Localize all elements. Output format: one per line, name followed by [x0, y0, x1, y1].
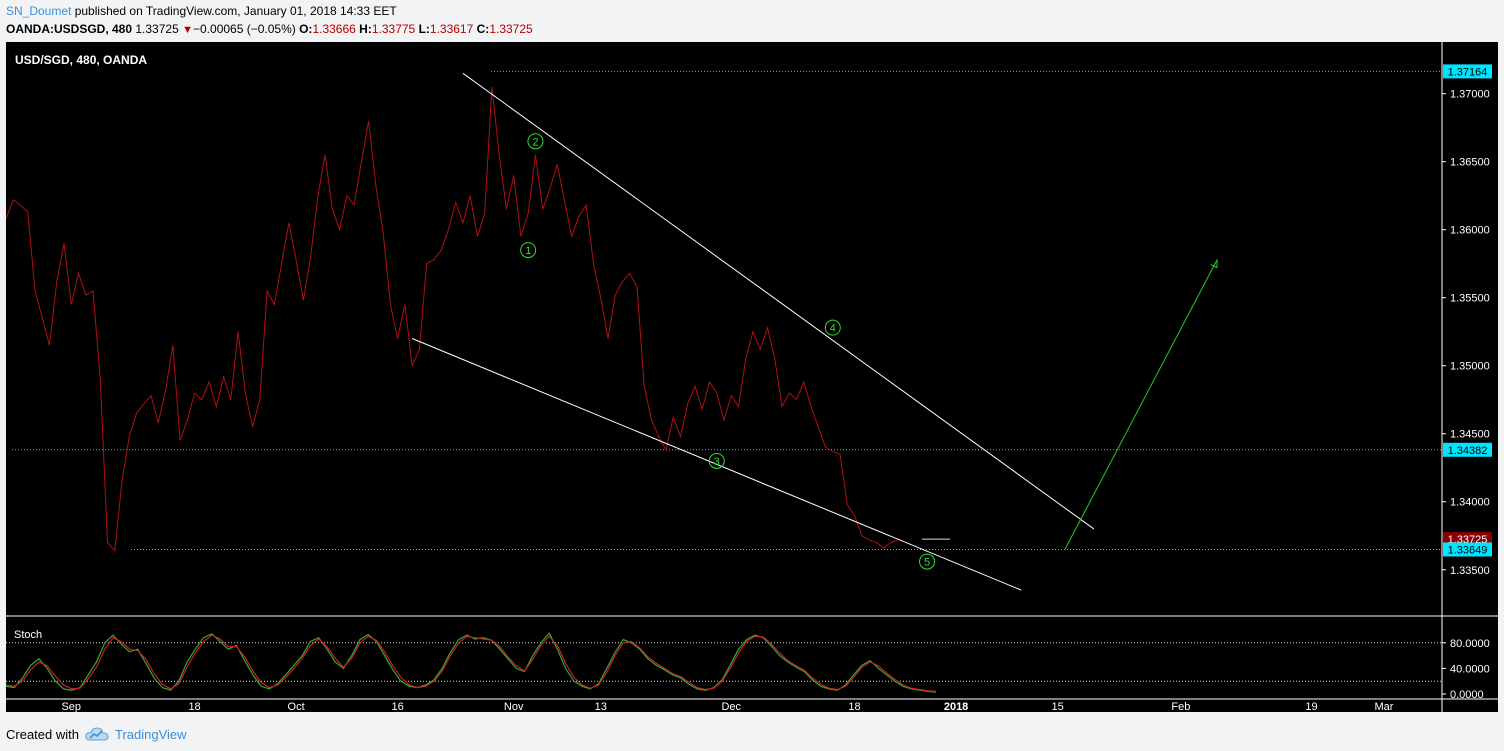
price-tick-label: 1.36000	[1450, 225, 1490, 237]
time-tick-label: 19	[1305, 701, 1317, 712]
tradingview-brand-text: TradingView	[114, 726, 187, 742]
wave-label-number: 1	[525, 245, 531, 257]
close-value: 1.33725	[489, 22, 533, 36]
stoch-d-line	[6, 634, 937, 692]
price-tag-label: 1.37164	[1448, 66, 1488, 78]
close-label: C:	[476, 22, 490, 36]
wave-label-number: 3	[714, 456, 720, 468]
open-label: O:	[299, 22, 313, 36]
time-tick-label: Nov	[504, 701, 524, 712]
stoch-tick-label: 40.0000	[1450, 663, 1490, 675]
time-tick-label: 16	[392, 701, 404, 712]
symbol-info-line: OANDA:USDSGD, 480 1.33725 ▼−0.00065 (−0.…	[6, 22, 533, 38]
time-axis[interactable]: Sep 18 Oct 16 Nov 13 Dec 18 2018 15 Feb 19 Mar	[61, 701, 1393, 712]
level-price-tag	[1443, 442, 1492, 457]
high-label: H:	[359, 22, 372, 36]
wave-label-number: 5	[924, 557, 930, 569]
publication-line: SN_Doumet published on TradingView.com, …	[6, 4, 397, 20]
open-value: 1.33666	[312, 22, 356, 36]
price-tag-label: 1.34382	[1448, 445, 1488, 457]
chart-container[interactable]: 1.37000 1.36500 1.36000 1.35500 1.35000 1.345…	[6, 42, 1498, 712]
time-tick-label: 2018	[944, 701, 968, 712]
wave-label-circle	[520, 242, 537, 259]
stoch-pane[interactable]: 80.0000 40.0000 0.0000	[6, 632, 1490, 701]
footer: Created with TradingView	[6, 725, 187, 743]
price-pane[interactable]: 1.37000 1.36500 1.36000 1.35500 1.35000 1.345…	[6, 42, 1498, 712]
price-tick-label: 1.34000	[1450, 497, 1490, 509]
time-tick-label: Oct	[288, 701, 305, 712]
time-tick-label: 18	[848, 701, 860, 712]
stoch-tick-label: 0.0000	[1450, 689, 1484, 701]
wave-label-circle	[919, 553, 936, 570]
time-tick-label: 13	[595, 701, 607, 712]
time-tick-label: Feb	[1171, 701, 1190, 712]
low-value: 1.33617	[429, 22, 474, 36]
time-tick-label: Dec	[721, 701, 741, 712]
trendline[interactable]	[462, 72, 1095, 530]
time-tick-label: 18	[188, 701, 200, 712]
time-tick-label: Mar	[1375, 701, 1394, 712]
tradingview-cloud-icon	[85, 727, 109, 741]
published-text: published on TradingView.com, January 01…	[71, 4, 397, 18]
wave-label-circle	[824, 319, 841, 336]
price-tick-label: 1.33500	[1450, 565, 1490, 577]
price-tick-label: 1.35500	[1450, 293, 1490, 305]
price-tick-label: 1.37000	[1450, 89, 1490, 101]
symbol-name: OANDA:USDSGD, 480	[6, 22, 133, 36]
stoch-title: Stoch	[14, 629, 42, 641]
high-value: 1.33775	[371, 22, 416, 36]
wave-label-number: 4	[830, 323, 836, 335]
wave-label-circle	[527, 133, 544, 150]
chart-title: USD/SGD, 480, OANDA	[15, 53, 147, 67]
wave-label-number: 2	[532, 136, 538, 148]
stoch-k-line	[6, 632, 937, 693]
level-price-tag	[1443, 542, 1492, 557]
down-triangle-icon: ▼	[182, 24, 193, 36]
level-price-tag	[1443, 64, 1492, 79]
last-price: 1.33725	[135, 22, 179, 36]
projection-arrowhead	[1210, 259, 1218, 269]
price-change: −0.00065 (−0.05%)	[193, 22, 296, 36]
chart-svg[interactable]: 1.37000 1.36500 1.36000 1.35500 1.35000 1.345…	[6, 42, 1498, 712]
price-tag-label: 1.33649	[1448, 544, 1488, 556]
trendline[interactable]	[411, 338, 1022, 591]
price-tick-label: 1.34500	[1450, 429, 1490, 441]
price-series-line	[6, 86, 899, 552]
wave-label-circle	[708, 452, 725, 469]
tradingview-link[interactable]: TradingView	[85, 727, 187, 742]
price-tick-label: 1.35000	[1450, 361, 1490, 373]
price-tick-label: 1.36500	[1450, 157, 1490, 169]
stoch-tick-label: 80.0000	[1450, 638, 1490, 650]
time-tick-label: Sep	[61, 701, 81, 712]
time-tick-label: 15	[1051, 701, 1063, 712]
projection-line[interactable]	[1064, 259, 1218, 550]
author-link[interactable]: SN_Doumet	[6, 4, 72, 18]
low-label: L:	[418, 22, 430, 36]
created-with-text: Created with	[6, 726, 79, 742]
